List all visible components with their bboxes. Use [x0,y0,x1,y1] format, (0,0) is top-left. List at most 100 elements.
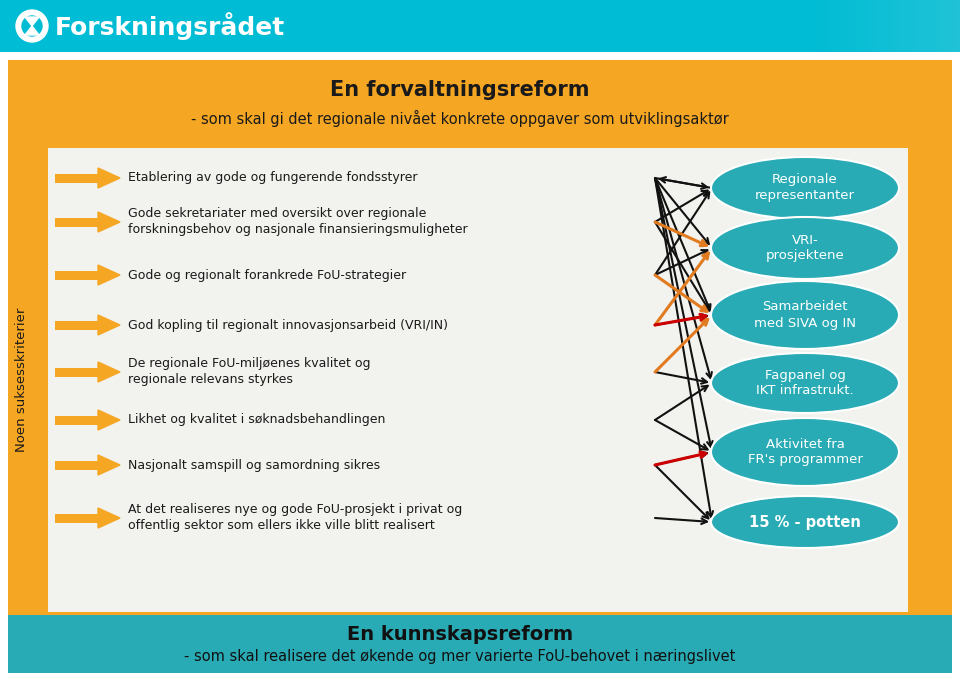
Bar [841,0,842,52]
Bar [824,0,825,52]
Bar [878,0,879,52]
Bar [820,0,821,52]
Bar [55,321,98,330]
Bar [949,0,950,52]
Text: Gode sekretariater med oversikt over regionale
forskningsbehov og nasjonale fina: Gode sekretariater med oversikt over reg… [128,208,468,236]
Bar [865,0,866,52]
Bar [848,0,849,52]
Bar [941,0,942,52]
Bar [835,0,836,52]
Bar [893,0,894,52]
Bar [55,217,98,227]
Bar [940,0,941,52]
Bar [896,0,897,52]
Bar [939,0,940,52]
Bar [8,60,952,622]
Bar [892,0,893,52]
Bar [847,0,848,52]
Bar [916,0,917,52]
Bar [915,0,916,52]
Bar [898,0,899,52]
Text: Fagpanel og
IKT infrastrukt.: Fagpanel og IKT infrastrukt. [756,368,853,398]
Bar [825,0,826,52]
Polygon shape [98,315,120,335]
Bar [938,0,939,52]
Bar [818,0,819,52]
Bar [904,0,905,52]
Bar [834,0,835,52]
Bar [882,0,883,52]
Bar [857,0,858,52]
Text: De regionale FoU-miljøenes kvalitet og
regionale relevans styrkes: De regionale FoU-miljøenes kvalitet og r… [128,358,371,387]
Bar [840,0,841,52]
Bar [55,460,98,469]
Polygon shape [98,212,120,232]
Text: Forskningsrådet: Forskningsrådet [55,12,285,40]
Text: Likhet og kvalitet i søknadsbehandlingen: Likhet og kvalitet i søknadsbehandlingen [128,413,385,426]
Bar [897,0,898,52]
Bar [912,0,913,52]
Polygon shape [98,265,120,285]
Bar [810,0,811,52]
Text: Regionale
representanter: Regionale representanter [755,174,855,202]
Bar [936,0,937,52]
Bar [930,0,931,52]
Bar [55,415,98,424]
Bar [829,0,830,52]
Bar [821,0,822,52]
Bar [862,0,863,52]
Bar [828,0,829,52]
Bar [851,0,852,52]
Bar [905,0,906,52]
Bar [844,0,845,52]
Ellipse shape [711,157,899,219]
Bar [842,0,843,52]
Bar [932,0,933,52]
Bar [8,615,952,673]
Bar [943,0,944,52]
Polygon shape [98,362,120,382]
Bar [838,0,839,52]
Bar [933,0,934,52]
Polygon shape [25,17,39,26]
Polygon shape [25,26,39,35]
Text: Etablering av gode og fungerende fondsstyrer: Etablering av gode og fungerende fondsst… [128,172,418,185]
Bar [877,0,878,52]
Ellipse shape [711,281,899,349]
Bar [826,0,827,52]
Bar [55,174,98,183]
Bar [866,0,867,52]
Bar [843,0,844,52]
Bar [861,0,862,52]
Text: Samarbeidet
med SIVA og IN: Samarbeidet med SIVA og IN [754,300,856,330]
Circle shape [16,10,48,42]
Bar [907,0,908,52]
Bar [837,0,838,52]
Bar [920,0,921,52]
Bar [957,0,958,52]
Bar [944,0,945,52]
Bar [852,0,853,52]
Polygon shape [98,455,120,475]
Bar [846,0,847,52]
Bar [869,0,870,52]
Bar [924,0,925,52]
Bar [917,0,918,52]
Bar [817,0,818,52]
Bar [923,0,924,52]
Bar [914,0,915,52]
Bar [888,0,889,52]
Text: En forvaltningsreform: En forvaltningsreform [330,80,589,100]
Text: At det realiseres nye og gode FoU-prosjekt i privat og
offentlig sektor som elle: At det realiseres nye og gode FoU-prosje… [128,503,463,533]
Bar [855,0,856,52]
Bar [884,0,885,52]
Bar [887,0,888,52]
Bar [881,0,882,52]
Bar [885,0,886,52]
Bar [950,0,951,52]
Bar [831,0,832,52]
Bar [906,0,907,52]
Bar [874,0,875,52]
Bar [891,0,892,52]
Bar [813,0,814,52]
